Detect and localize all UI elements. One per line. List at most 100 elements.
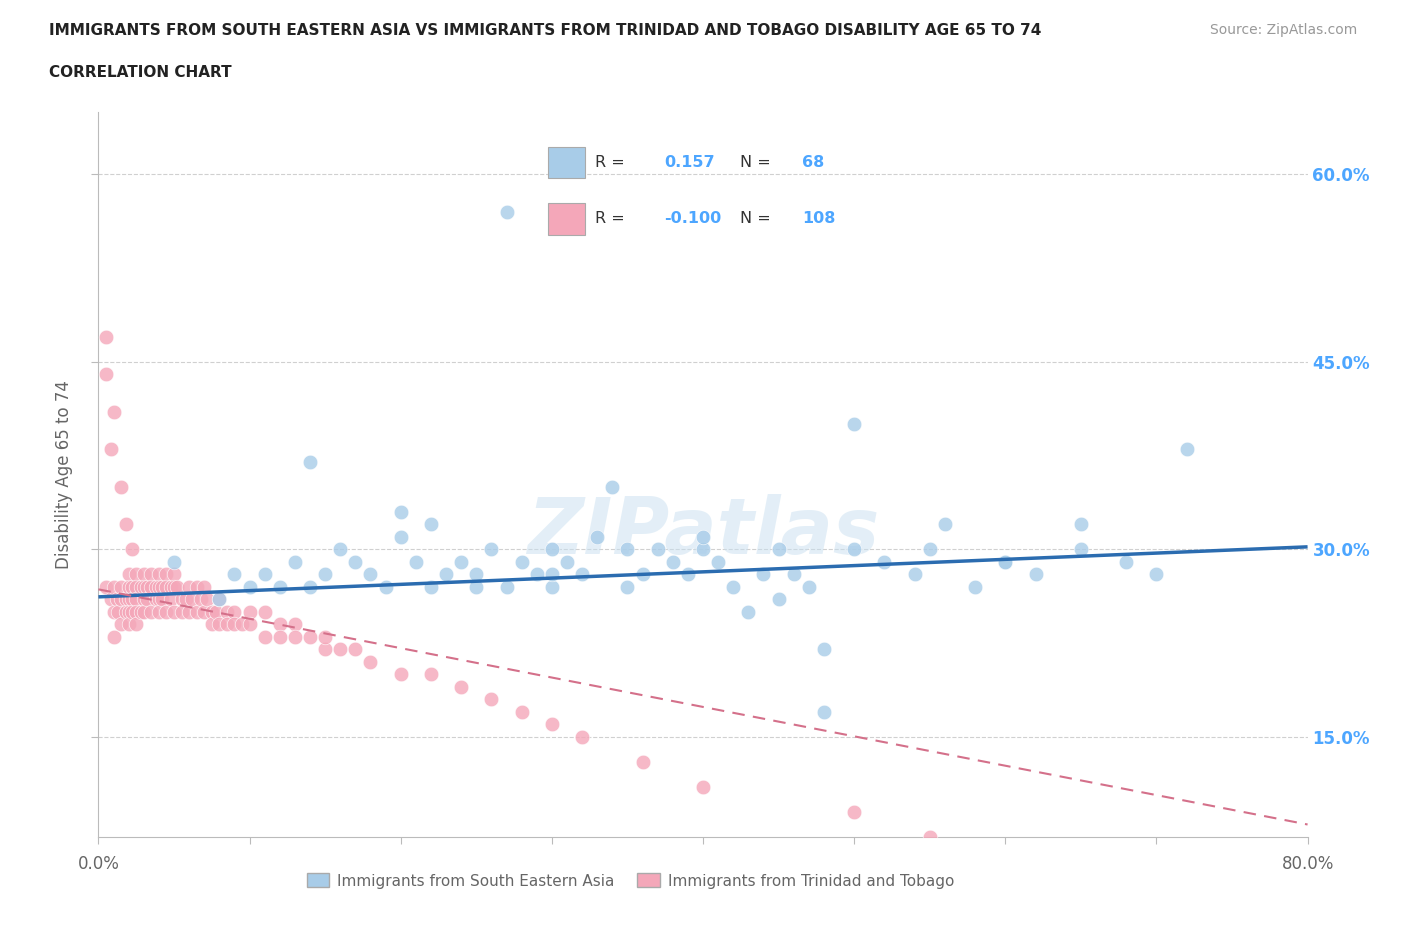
Point xyxy=(179,604,201,619)
Point xyxy=(1070,517,1092,532)
Point xyxy=(155,604,177,619)
Point xyxy=(676,567,699,582)
Point xyxy=(813,642,835,657)
Point xyxy=(121,542,143,557)
Point xyxy=(150,591,173,606)
Point xyxy=(125,579,148,594)
Point xyxy=(193,604,215,619)
Point xyxy=(329,542,352,557)
Point xyxy=(160,591,183,606)
Point xyxy=(141,579,163,594)
Point xyxy=(465,567,488,582)
Point xyxy=(148,591,170,606)
Point xyxy=(1144,567,1167,582)
Point xyxy=(107,604,129,619)
Point xyxy=(121,604,143,619)
Point xyxy=(269,579,291,594)
Point xyxy=(125,604,148,619)
Point xyxy=(118,617,141,631)
Point xyxy=(174,591,197,606)
Point xyxy=(141,604,163,619)
Point xyxy=(132,567,155,582)
Y-axis label: Disability Age 65 to 74: Disability Age 65 to 74 xyxy=(55,379,73,569)
Point xyxy=(208,591,231,606)
Point xyxy=(873,554,896,569)
Point xyxy=(934,517,956,532)
Point xyxy=(1024,567,1046,582)
Point xyxy=(994,554,1017,569)
Point xyxy=(253,567,276,582)
Point xyxy=(190,591,212,606)
Point xyxy=(181,591,204,606)
Point xyxy=(135,579,157,594)
Point xyxy=(465,579,488,594)
Point xyxy=(389,504,412,519)
Point xyxy=(420,667,443,682)
Point xyxy=(692,779,714,794)
Point xyxy=(389,667,412,682)
Point xyxy=(186,604,208,619)
Point xyxy=(631,754,654,769)
Point xyxy=(510,705,533,720)
Point xyxy=(510,554,533,569)
Point xyxy=(186,579,208,594)
Point xyxy=(141,567,163,582)
Point xyxy=(844,804,866,819)
Point xyxy=(155,579,177,594)
Point xyxy=(132,591,155,606)
Point xyxy=(768,591,790,606)
Point xyxy=(103,405,125,419)
Point xyxy=(100,591,122,606)
Point xyxy=(344,642,367,657)
Point xyxy=(540,542,562,557)
Text: ZIPatlas: ZIPatlas xyxy=(527,495,879,570)
Point xyxy=(121,591,143,606)
Point xyxy=(269,617,291,631)
Point xyxy=(166,579,188,594)
Point xyxy=(193,579,215,594)
Point xyxy=(540,579,562,594)
Point xyxy=(205,604,228,619)
Point xyxy=(450,554,472,569)
Point xyxy=(224,604,246,619)
Point xyxy=(707,554,730,569)
Point xyxy=(904,567,927,582)
Point xyxy=(239,579,262,594)
Point xyxy=(768,542,790,557)
Point xyxy=(844,417,866,432)
Point xyxy=(723,579,745,594)
Point xyxy=(405,554,427,569)
Point xyxy=(495,579,517,594)
Point xyxy=(647,542,669,557)
Point xyxy=(631,567,654,582)
Point xyxy=(145,579,167,594)
Point xyxy=(110,579,132,594)
Legend: Immigrants from South Eastern Asia, Immigrants from Trinidad and Tobago: Immigrants from South Eastern Asia, Immi… xyxy=(301,868,960,895)
Point xyxy=(540,717,562,732)
Point xyxy=(94,329,117,344)
Point xyxy=(103,630,125,644)
Point xyxy=(170,591,193,606)
Point xyxy=(224,617,246,631)
Point xyxy=(783,567,806,582)
Point xyxy=(201,617,224,631)
Point xyxy=(692,542,714,557)
Point xyxy=(110,617,132,631)
Point xyxy=(737,604,759,619)
Point xyxy=(155,567,177,582)
Point xyxy=(163,579,186,594)
Point xyxy=(118,567,141,582)
Point xyxy=(105,591,128,606)
Point xyxy=(100,442,122,457)
Point xyxy=(586,529,609,544)
Text: Source: ZipAtlas.com: Source: ZipAtlas.com xyxy=(1209,23,1357,37)
Point xyxy=(129,604,152,619)
Point xyxy=(844,542,866,557)
Point xyxy=(314,567,336,582)
Point xyxy=(253,630,276,644)
Point xyxy=(571,729,593,744)
Point xyxy=(360,655,382,670)
Point xyxy=(994,554,1017,569)
Point xyxy=(299,455,322,470)
Point xyxy=(434,567,457,582)
